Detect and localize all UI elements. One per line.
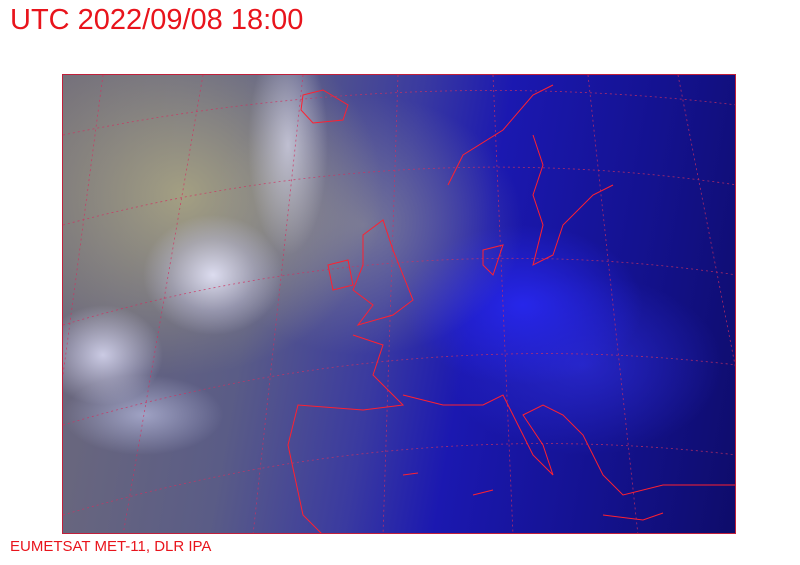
graticule: [63, 75, 735, 533]
coastlines: [287, 84, 735, 533]
satellite-image-map: [62, 74, 736, 534]
map-overlay: [63, 75, 735, 533]
timestamp-title: UTC 2022/09/08 18:00: [10, 4, 304, 36]
image-credit: EUMETSAT MET-11, DLR IPA: [10, 538, 212, 555]
